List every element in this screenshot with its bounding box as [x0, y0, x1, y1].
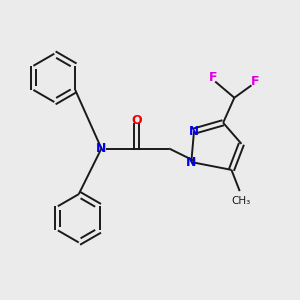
- Text: N: N: [96, 142, 106, 155]
- Text: N: N: [186, 156, 196, 169]
- Text: F: F: [208, 71, 217, 84]
- Text: N: N: [189, 124, 199, 138]
- Text: CH₃: CH₃: [232, 196, 251, 206]
- Text: O: O: [131, 114, 142, 127]
- Text: F: F: [251, 75, 259, 88]
